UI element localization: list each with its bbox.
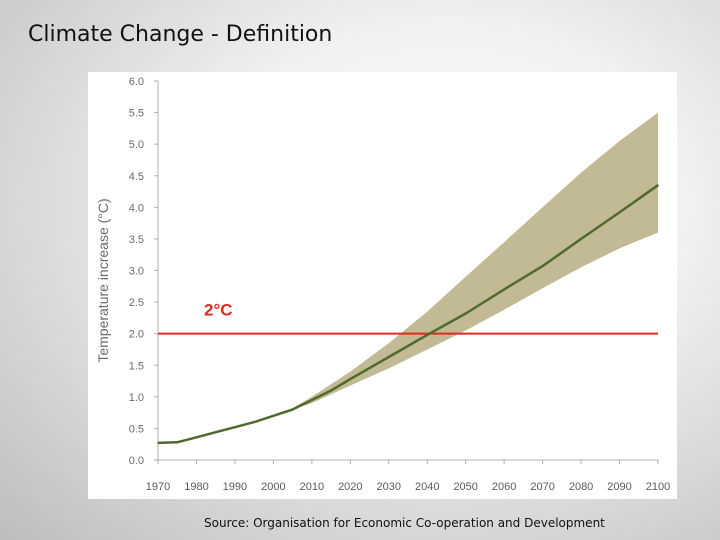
series-point <box>464 312 467 315</box>
series-point <box>195 436 198 439</box>
series-point <box>272 414 275 417</box>
x-tick-label: 2100 <box>646 481 670 493</box>
x-tick-label: 2050 <box>453 481 477 493</box>
x-tick-label: 2010 <box>300 481 324 493</box>
y-tick-label: 5.5 <box>129 108 144 120</box>
series-point <box>541 265 544 267</box>
series-point <box>176 441 179 444</box>
series-point <box>214 431 217 434</box>
y-tick-label: 4.5 <box>129 171 144 183</box>
x-tick-label: 1990 <box>223 481 247 493</box>
y-tick-label: 1.0 <box>129 392 144 404</box>
series-point <box>157 442 159 444</box>
series-point <box>387 356 390 358</box>
series-point <box>657 184 659 187</box>
x-tick-label: 2000 <box>261 481 285 493</box>
temperature-chart: 0.0 0.5 1.0 1.5 2.0 2.5 3.0 3.5 4.0 4.5 5.0 5.5 6.0 1… <box>95 76 670 493</box>
series-point <box>618 211 621 214</box>
x-tick-label: 1970 <box>146 481 170 493</box>
y-tick-label: 5.0 <box>129 139 144 151</box>
series-point <box>330 389 332 392</box>
series-point <box>234 426 236 428</box>
slide-title: Climate Change - Definition <box>28 22 333 47</box>
series-point <box>426 334 429 336</box>
x-tick-label: 2020 <box>338 481 362 493</box>
x-tick-label: 2060 <box>492 481 516 493</box>
x-tick-label: 2030 <box>377 481 401 493</box>
y-tick-label: 2.0 <box>129 329 144 341</box>
series-layer <box>157 184 659 445</box>
y-tick-label: 2.5 <box>129 297 144 309</box>
uncertainty-band <box>292 112 658 410</box>
x-tick-label: 2090 <box>607 481 631 493</box>
series-point <box>349 378 352 380</box>
uncertainty-band-layer <box>292 112 658 410</box>
labels-layer: 0.0 0.5 1.0 1.5 2.0 2.5 3.0 3.5 4.0 4.5 5.0 5.5 6.0 1… <box>95 76 670 493</box>
y-tick-label: 0.5 <box>129 423 144 435</box>
y-tick-label: 0.0 <box>129 455 144 467</box>
series-point <box>503 288 505 291</box>
y-tick-label: 1.5 <box>129 360 144 372</box>
x-tick-label: 2080 <box>569 481 593 493</box>
series-point <box>253 421 255 423</box>
y-axis-label: Temperature increase (°C) <box>95 198 111 362</box>
y-tick-label: 4.0 <box>129 202 144 214</box>
x-tick-label: 2070 <box>530 481 554 493</box>
x-tick-label: 2040 <box>415 481 439 493</box>
x-tick-label: 1980 <box>184 481 208 493</box>
source-caption: Source: Organisation for Economic Co-ope… <box>204 516 605 530</box>
threshold-label: 2°C <box>204 301 233 320</box>
series-point <box>580 238 582 240</box>
y-tick-label: 3.0 <box>129 266 144 278</box>
axes-layer <box>154 80 659 464</box>
series-point <box>291 408 294 411</box>
y-tick-label: 3.5 <box>129 234 144 246</box>
chart-area: 0.0 0.5 1.0 1.5 2.0 2.5 3.0 3.5 4.0 4.5 5.0 5.5 6.0 1… <box>88 72 677 499</box>
series-point <box>311 399 313 401</box>
y-tick-label: 6.0 <box>129 76 144 88</box>
